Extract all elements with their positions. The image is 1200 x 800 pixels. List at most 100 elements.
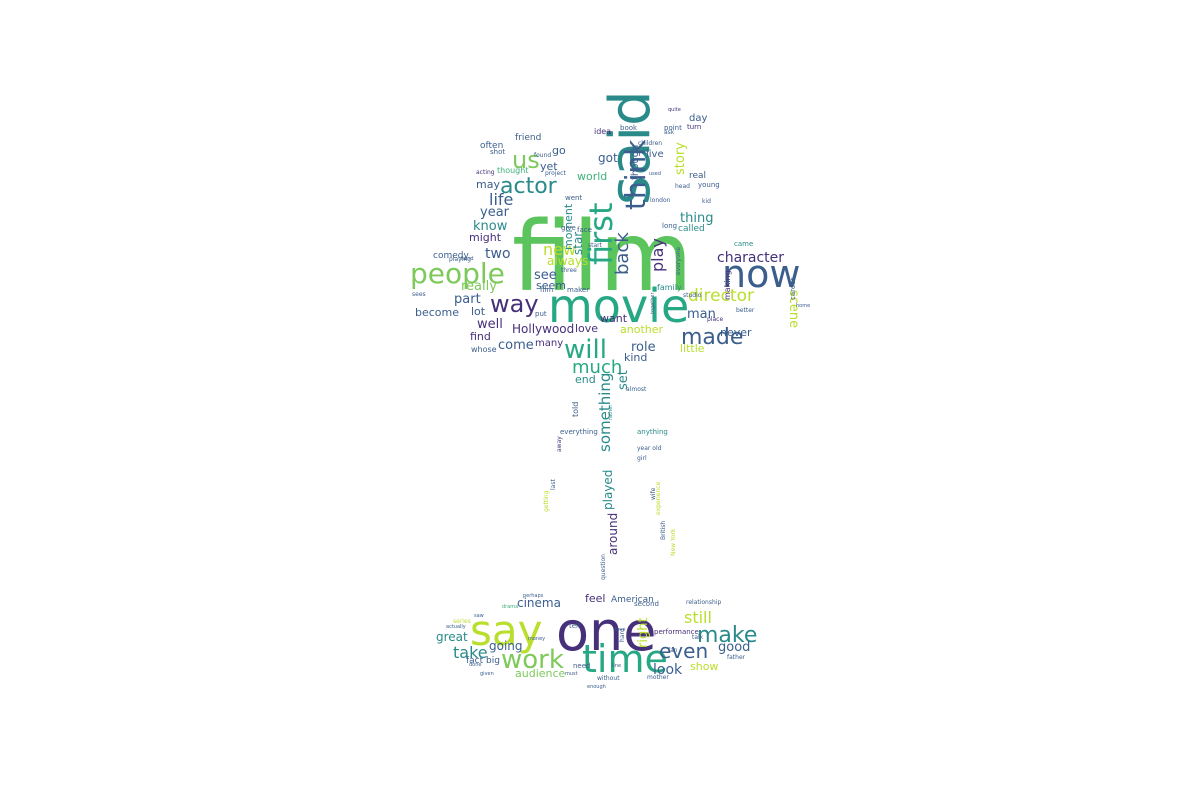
word-year-old: year old: [637, 445, 662, 452]
word-saw: saw: [474, 613, 484, 619]
word-come: come: [498, 338, 534, 353]
word-movie: movie: [548, 279, 689, 333]
word-london: london: [650, 197, 671, 204]
word-ask: ask: [664, 129, 675, 136]
word-came: came: [734, 240, 753, 248]
word-film: film: [512, 201, 693, 313]
word-second: second: [634, 600, 659, 608]
word-great: great: [436, 630, 468, 644]
word-man: man: [687, 307, 716, 322]
word-another: another: [620, 323, 663, 336]
word-actually: actually: [446, 624, 466, 630]
word-career: career: [789, 278, 797, 300]
word-way: way: [490, 290, 539, 318]
word-well: well: [477, 317, 503, 332]
word-face: face: [577, 226, 592, 234]
word-little: little: [680, 342, 705, 355]
word-everything: everything: [560, 428, 598, 436]
word-seem: seem: [536, 279, 566, 292]
word-wife: wife: [650, 487, 657, 500]
word-good: good: [718, 640, 750, 655]
word-become: become: [415, 306, 459, 319]
word-see: see: [534, 268, 557, 283]
word-real: real: [689, 171, 706, 181]
word-everyone: everyone: [675, 247, 682, 275]
word-idea: idea: [594, 127, 611, 136]
word-maker: maker: [567, 286, 589, 294]
word-fan: fan: [668, 647, 678, 654]
word-hollywood: Hollywood: [512, 322, 574, 336]
word-give: give: [561, 224, 576, 232]
word-three: three: [561, 267, 577, 274]
word-relationship: relationship: [686, 599, 721, 606]
word-british: British: [660, 521, 667, 540]
word-fact: fact: [466, 656, 484, 666]
word-make: make: [697, 623, 757, 648]
word-feel: feel: [585, 592, 605, 605]
word-new: new: [543, 240, 576, 259]
word-know: know: [473, 219, 508, 234]
word-girl: girl: [637, 455, 647, 462]
word-love: love: [575, 322, 598, 335]
word-making: making: [723, 270, 732, 300]
word-lot: lot: [471, 305, 486, 318]
word-children: children: [638, 140, 662, 147]
word-yet: yet: [540, 160, 558, 173]
word-will: will: [564, 335, 607, 365]
word-us: us: [512, 146, 540, 174]
word-film: film: [540, 286, 553, 294]
word-want: want: [600, 312, 628, 325]
word-love: love: [615, 627, 625, 633]
word-audience: audience: [515, 667, 566, 680]
word-end: end: [575, 373, 596, 386]
word-cinema: cinema: [517, 596, 561, 610]
word-moment: moment: [562, 203, 575, 250]
word-without: without: [597, 675, 620, 682]
word-done: done: [469, 662, 481, 668]
word-one: one: [556, 600, 657, 663]
word-take: take: [453, 643, 488, 662]
word-though: though: [630, 145, 641, 180]
word-almost: almost: [626, 386, 647, 393]
word-young: young: [698, 181, 720, 189]
word-hard: hard: [619, 628, 626, 642]
word-shot: shot: [490, 148, 505, 156]
word-think: think: [619, 139, 652, 210]
word-talk: talk: [692, 634, 704, 641]
word-home: home: [796, 303, 810, 309]
word-always: always: [547, 254, 588, 268]
word-better: better: [736, 307, 755, 314]
word-said: said: [598, 90, 663, 205]
word-mother: mother: [647, 674, 669, 681]
word-went: went: [565, 194, 582, 202]
word-found: found: [534, 152, 551, 159]
word-used: used: [649, 171, 661, 177]
word-set: set: [616, 370, 631, 390]
word-studio: studio: [683, 292, 702, 299]
word-work: work: [501, 645, 564, 675]
word-sees: sees: [412, 291, 426, 298]
word-show: show: [690, 660, 718, 673]
word-people: people: [410, 257, 505, 290]
word-day: day: [689, 113, 707, 124]
word-american: American: [611, 595, 654, 605]
word-big: big: [486, 656, 500, 666]
word-put: put: [535, 310, 547, 318]
word-friend: friend: [515, 133, 541, 143]
word-father: father: [727, 654, 746, 661]
word-experience: experience: [655, 481, 662, 515]
word-life: life: [489, 190, 513, 209]
word-drama: drama: [502, 604, 518, 610]
word-still: still: [684, 608, 712, 627]
word-anything: anything: [637, 428, 668, 436]
word-given: given: [480, 671, 494, 677]
word-new-york: New York: [670, 528, 677, 556]
word-director: director: [688, 286, 754, 306]
word-now: now: [722, 252, 800, 296]
word-back: back: [612, 232, 633, 275]
word-much: much: [572, 357, 622, 378]
word-tell: tell: [569, 622, 580, 630]
word-time: time: [582, 637, 668, 681]
word-go: go: [552, 144, 566, 157]
